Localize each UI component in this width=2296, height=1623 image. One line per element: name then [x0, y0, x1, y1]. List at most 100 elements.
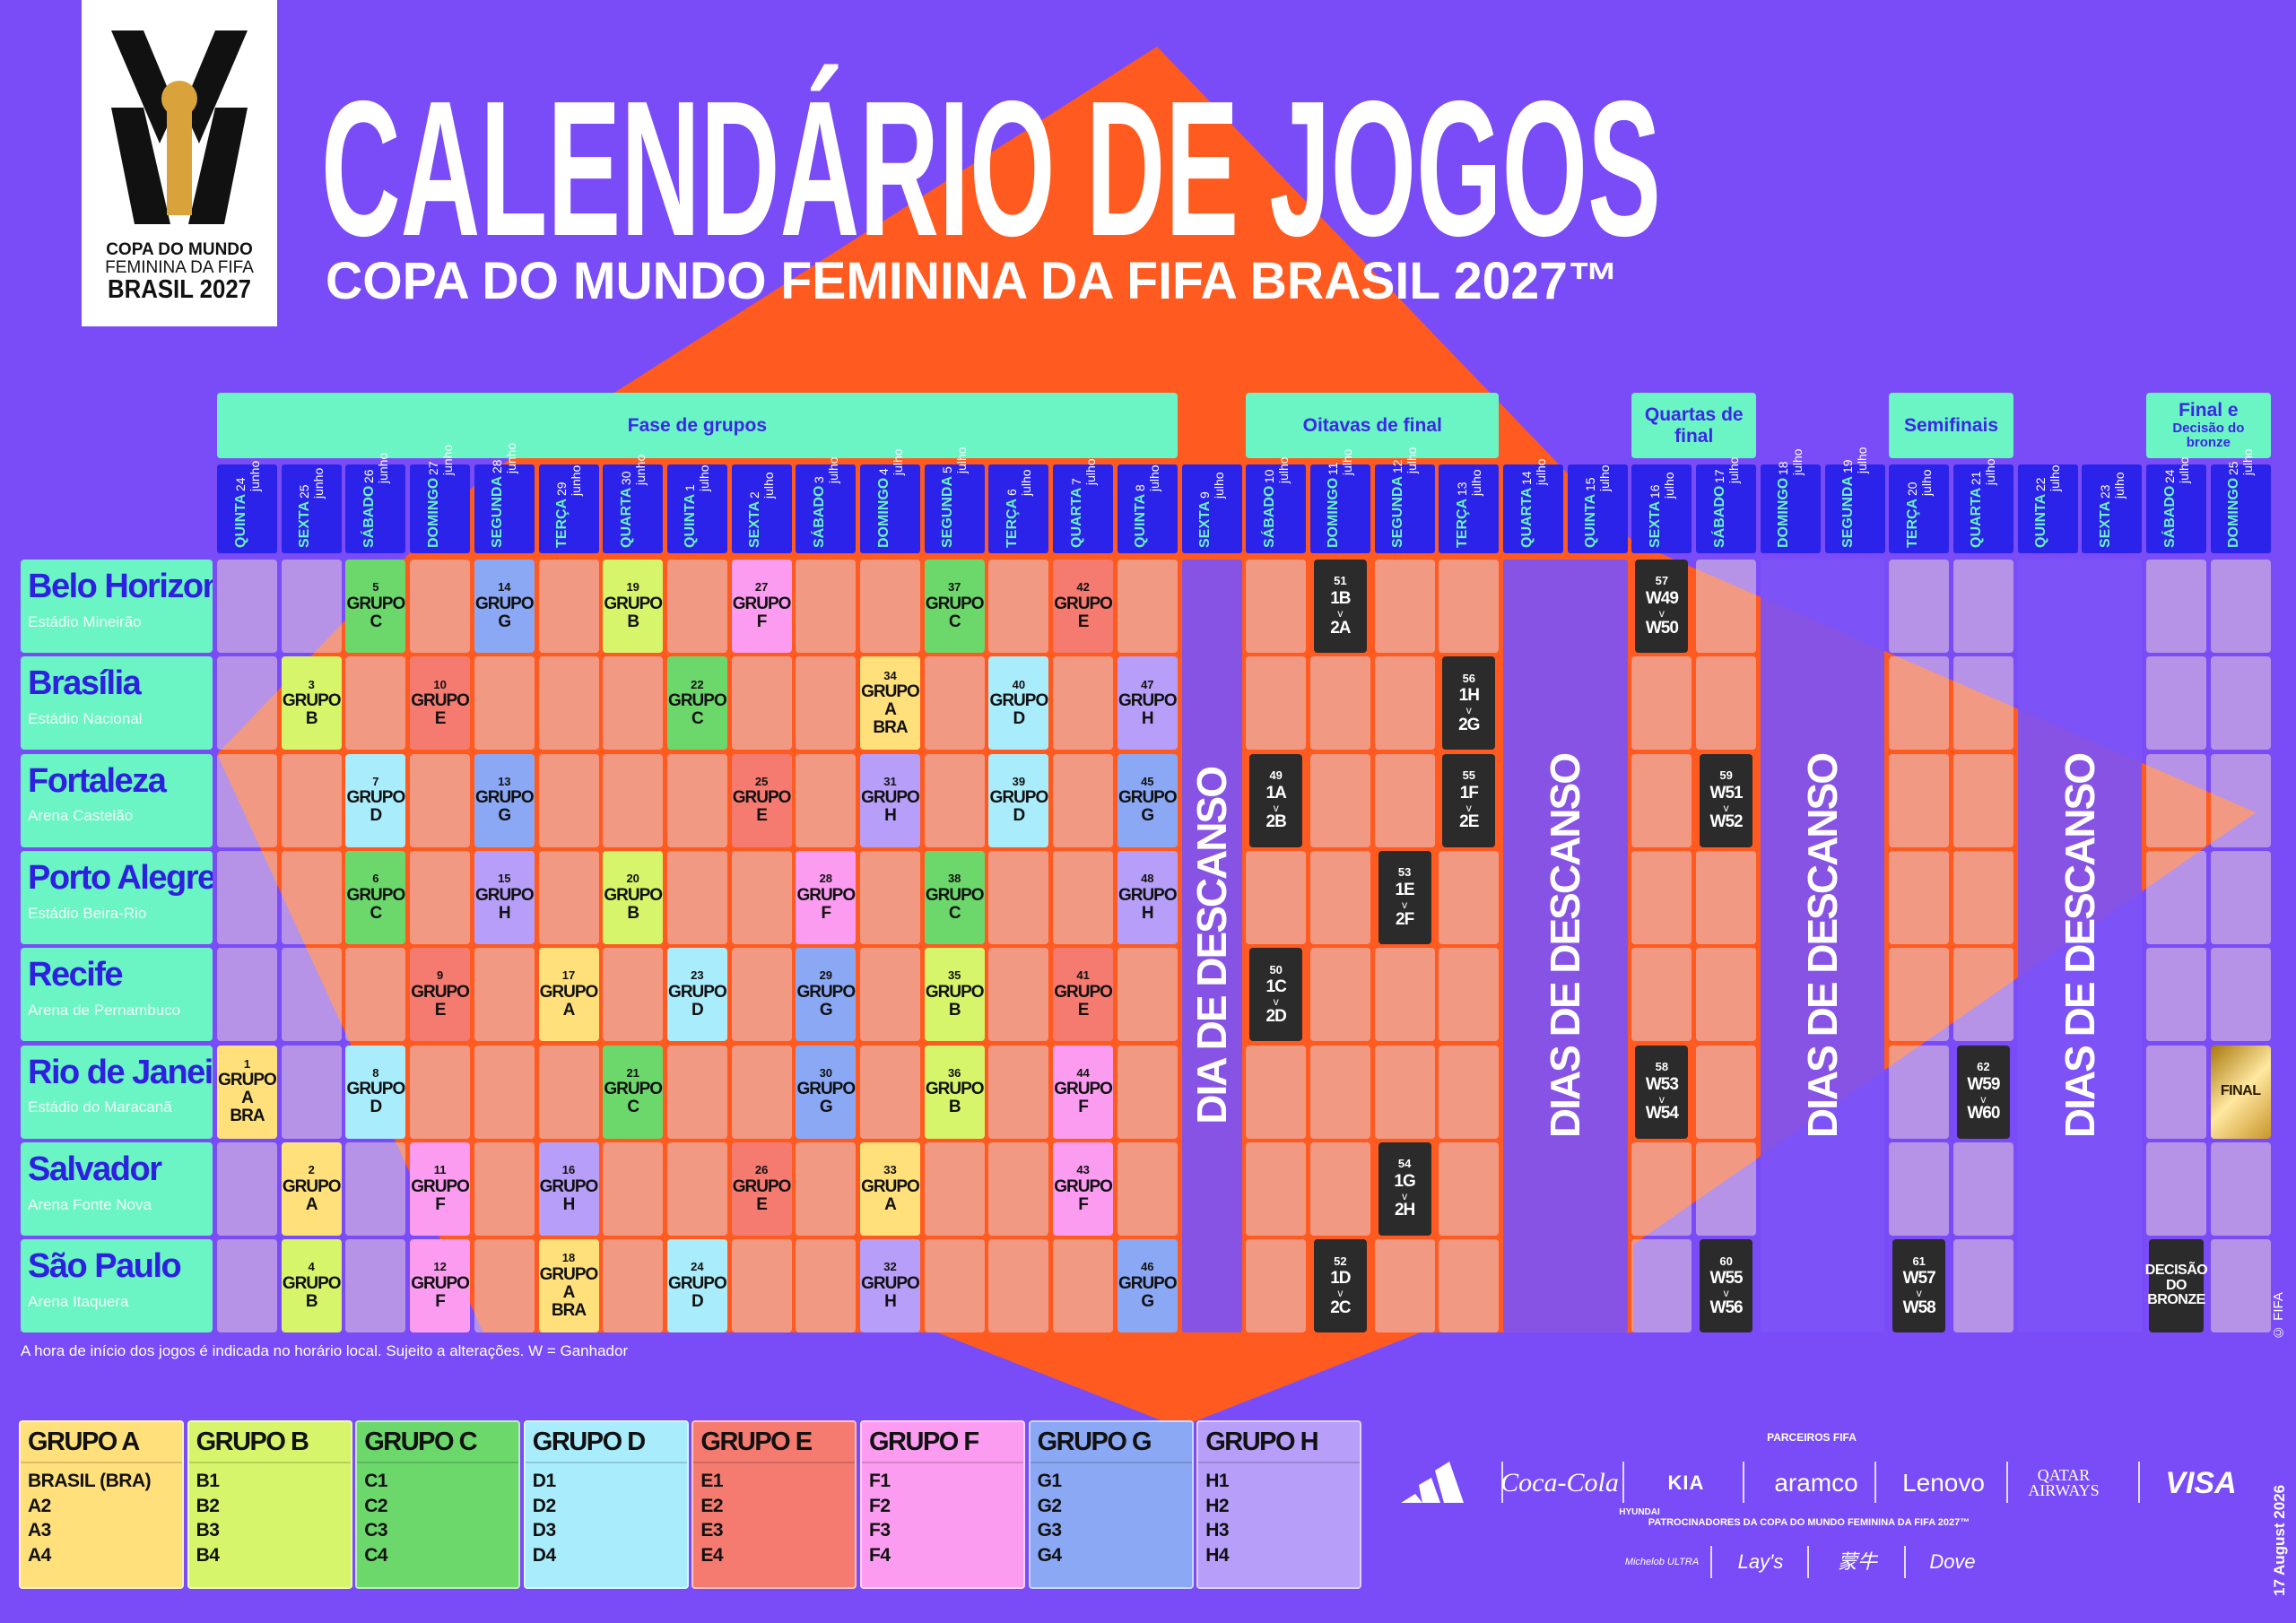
empty-cell: [1952, 948, 2013, 1042]
match-text: F: [821, 903, 831, 923]
empty-cell: [217, 948, 277, 1042]
day-header: TERÇA 29 junho: [538, 464, 599, 553]
match-text: DECISÃO: [2144, 1262, 2208, 1278]
date: 13 julho: [1454, 469, 1483, 496]
match-cell: 20 GRUPO B: [603, 850, 664, 944]
empty-cell: [666, 1141, 727, 1236]
match-number: 13: [498, 774, 511, 788]
partner-logo: QATAR AIRWAYS: [2028, 1465, 2100, 1499]
day-header: DOMINGO 27 junho: [410, 445, 471, 553]
day-label: SEXTA 25 junho: [297, 468, 326, 548]
weekday: TERÇA: [1454, 498, 1470, 548]
team: BRASIL (BRA): [28, 1471, 152, 1491]
match-text: 2C: [1330, 1298, 1351, 1317]
match-text: GRUPO: [732, 788, 792, 808]
match-text: B: [627, 903, 639, 923]
match-number: 59: [1719, 768, 1733, 783]
weekday: QUINTA: [1583, 493, 1599, 548]
empty-cell: [474, 1141, 535, 1236]
match-text: GRUPO: [1054, 983, 1113, 1002]
phase-label: Final e: [2179, 400, 2239, 421]
match-text: GRUPO: [539, 1176, 599, 1196]
versus: v: [1402, 1189, 1408, 1202]
date: 22 julho: [2033, 464, 2063, 491]
separator: [1807, 1546, 1809, 1578]
empty-cell: [666, 850, 727, 944]
match-text: H: [498, 903, 511, 923]
match-number: 29: [819, 968, 833, 983]
match-text: W59: [1967, 1074, 2000, 1094]
empty-cell: [345, 1239, 406, 1333]
day-label: SEGUNDA 19 julho: [1840, 447, 1869, 548]
match-text: E: [1077, 612, 1090, 631]
empty-cell: [1117, 560, 1178, 653]
team: F3: [869, 1520, 891, 1541]
match-text: 2H: [1394, 1201, 1415, 1220]
empty-cell: [345, 656, 406, 751]
date: 28 junho: [490, 442, 519, 473]
match-text: GRUPO: [668, 983, 727, 1002]
rest-column: DIAS DE DESCANSO: [2017, 560, 2143, 1333]
logo-shape: [183, 30, 248, 143]
empty-cell: [1952, 1239, 2013, 1333]
day-header: QUARTA 21 julho: [1952, 458, 2013, 553]
empty-cell: [1053, 753, 1114, 847]
match-number: 25: [754, 774, 769, 788]
match-text: GRUPO: [539, 983, 599, 1002]
weekday: SEGUNDA: [1390, 475, 1406, 548]
match-number: 10: [433, 677, 447, 691]
team: D1: [532, 1471, 556, 1491]
match-number: 54: [1397, 1157, 1412, 1171]
match-text: C: [691, 709, 704, 729]
rest-column: DIAS DE DESCANSO: [1760, 560, 1885, 1333]
match-number: 48: [1141, 872, 1154, 886]
stadium-name: Estádio Mineirão: [28, 612, 142, 630]
empty-cell: [1889, 753, 1950, 847]
team: H1: [1205, 1471, 1230, 1491]
match-text: GRUPO: [604, 594, 663, 613]
versus: v: [1658, 1092, 1665, 1106]
match-text: W60: [1967, 1104, 2000, 1124]
match-text: W49: [1645, 589, 1679, 609]
group-box: GRUPO E E1 E2 E3 E4: [691, 1420, 857, 1589]
match-text: GRUPO: [668, 691, 727, 711]
empty-cell: [2210, 1239, 2271, 1333]
empty-cell: [924, 753, 985, 847]
day-label: TERÇA 20 julho: [1905, 469, 1934, 548]
match-number: 32: [883, 1260, 897, 1274]
empty-cell: [860, 560, 920, 653]
match-text: F: [1078, 1098, 1089, 1117]
separator: [1904, 1546, 1906, 1578]
day-header: DOMINGO 4 julho: [860, 448, 920, 553]
empty-cell: [1053, 850, 1114, 944]
match-text: 2A: [1330, 618, 1351, 638]
separator: [1710, 1546, 1712, 1578]
versus: v: [1916, 1287, 1922, 1300]
logo-text: FEMININA DA FIFA: [105, 258, 254, 277]
empty-cell: [796, 1239, 857, 1333]
match-text: GRUPO: [796, 1080, 856, 1099]
match-text: GRUPO: [1118, 788, 1178, 808]
date: 5 julho: [940, 447, 970, 473]
match-text: G: [498, 612, 511, 631]
match-cell: 7 GRUPO D: [345, 753, 406, 847]
date: 4 julho: [875, 448, 905, 475]
date: 2 julho: [747, 472, 777, 499]
match-text: C: [370, 612, 383, 631]
match-cell: 45 GRUPO G: [1117, 753, 1178, 847]
match-text: D: [370, 806, 383, 826]
empty-cell: [731, 948, 792, 1042]
title: CALENDÁRIO DE JOGOS: [321, 60, 1661, 276]
match-text: GRUPO: [604, 885, 663, 905]
logo-stripe: [1419, 1478, 1440, 1503]
partner-logo: Coca-Cola: [1500, 1468, 1619, 1497]
day-label: SÁBADO 24 julho: [2162, 456, 2191, 548]
team: C2: [364, 1495, 388, 1516]
team: A4: [28, 1545, 51, 1567]
empty-cell: [988, 1141, 1049, 1236]
empty-cell: [1439, 560, 1500, 653]
stadium-name: Arena Castelão: [28, 807, 134, 825]
match-cell: 13 GRUPO G: [474, 753, 535, 847]
match-cell: 23 GRUPO D: [666, 948, 727, 1042]
